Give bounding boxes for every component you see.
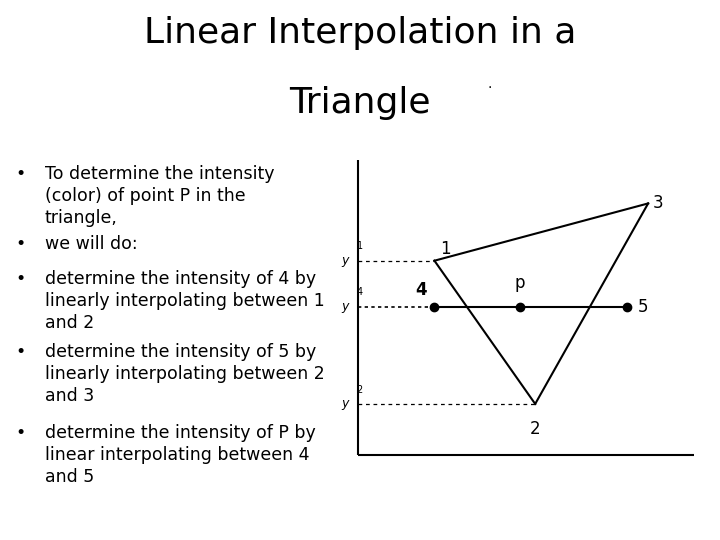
Text: 4: 4 xyxy=(356,287,363,297)
Text: .: . xyxy=(487,77,492,91)
Text: Triangle: Triangle xyxy=(289,86,431,120)
Text: p: p xyxy=(515,274,525,292)
Text: •: • xyxy=(16,424,26,442)
Text: •: • xyxy=(16,165,26,183)
Text: •: • xyxy=(16,235,26,253)
Text: determine the intensity of 5 by
linearly interpolating between 2
and 3: determine the intensity of 5 by linearly… xyxy=(45,343,325,406)
Text: 2: 2 xyxy=(356,384,363,395)
Text: 5: 5 xyxy=(637,298,648,315)
Text: y: y xyxy=(341,300,349,313)
Text: determine the intensity of P by
linear interpolating between 4
and 5: determine the intensity of P by linear i… xyxy=(45,424,315,487)
Text: determine the intensity of 4 by
linearly interpolating between 1
and 2: determine the intensity of 4 by linearly… xyxy=(45,270,325,333)
Text: To determine the intensity
(color) of point P in the
triangle,: To determine the intensity (color) of po… xyxy=(45,165,274,227)
Text: y: y xyxy=(341,397,349,410)
Text: •: • xyxy=(16,343,26,361)
Text: 1: 1 xyxy=(356,241,363,252)
Text: 1: 1 xyxy=(441,240,451,258)
Text: 2: 2 xyxy=(530,420,541,438)
Text: we will do:: we will do: xyxy=(45,235,138,253)
Text: 4: 4 xyxy=(415,281,427,299)
Text: Linear Interpolation in a: Linear Interpolation in a xyxy=(144,16,576,50)
Text: 3: 3 xyxy=(653,194,663,212)
Text: •: • xyxy=(16,270,26,288)
Text: y: y xyxy=(341,254,349,267)
